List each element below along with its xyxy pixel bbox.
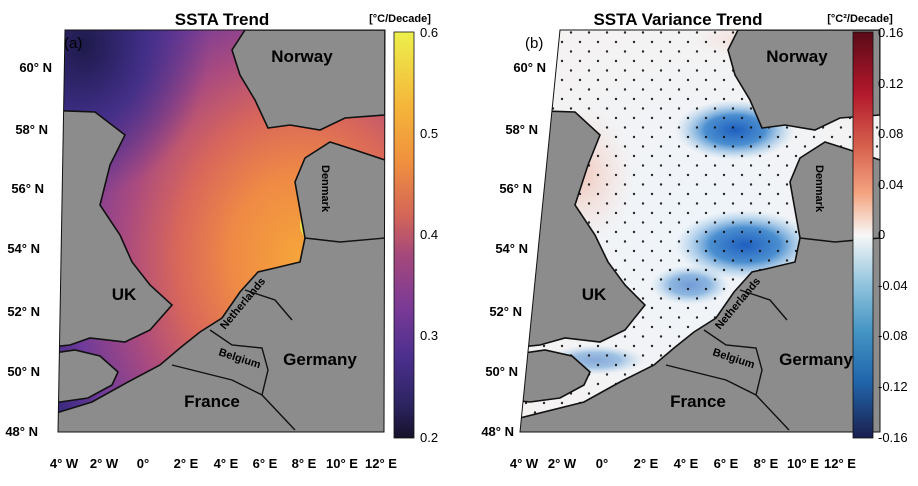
lat-label-60-b: 60° N: [513, 60, 546, 75]
lat-labels-a: 60° N 58° N 56° N 54° N 52° N 50° N 48° …: [5, 60, 52, 439]
colorbar-a-unit: [°C/Decade]: [369, 13, 431, 25]
colorbar-b-tick-0: 0.16: [878, 25, 903, 40]
country-uk-a: UK: [112, 285, 137, 304]
lat-label-56: 56° N: [11, 181, 44, 196]
map-frame-b: [519, 29, 881, 433]
lat-label-54-b: 54° N: [495, 241, 528, 256]
lon-label-4e-b: 4° E: [674, 456, 699, 471]
lat-label-48-b: 48° N: [481, 424, 514, 439]
lon-label-8e: 8° E: [292, 456, 317, 471]
map-b: [520, 30, 880, 432]
colorbar-b-tick-4: 0: [878, 227, 885, 242]
continent-land-b: [520, 141, 880, 432]
lon-label-10e-b: 10° E: [787, 456, 819, 471]
lon-label-4w: 4° W: [50, 456, 79, 471]
panel-a: Norway UK Germany France Belgium Netherl…: [5, 10, 438, 471]
map-frame-a: [57, 29, 386, 433]
lon-label-6e-b: 6° E: [714, 456, 739, 471]
colorbar-b-tick-1: 0.12: [878, 76, 903, 91]
lon-labels-a: 4° W 2° W 0° 2° E 4° E 6° E 8° E 10° E 1…: [50, 456, 397, 471]
lon-label-8e-b: 8° E: [754, 456, 779, 471]
colorbar-a: [°C/Decade] 0.6 0.5 0.4 0.3 0.2: [369, 13, 438, 445]
continent-land-a: [58, 141, 385, 432]
lat-label-60: 60° N: [19, 60, 52, 75]
panel-label-b: (b): [525, 35, 543, 52]
colorbar-b-bar: [852, 31, 874, 439]
colorbar-b-tick-7: -0.12: [878, 379, 908, 394]
norway-land-a: [231, 30, 385, 131]
uk-land-a: [58, 109, 174, 349]
lon-label-2w-b: 2° W: [548, 456, 577, 471]
lon-label-4e: 4° E: [214, 456, 239, 471]
country-france-a: France: [184, 392, 240, 411]
colorbar-a-tick-0: 0.6: [420, 25, 438, 40]
colorbar-a-tick-1: 0.5: [420, 126, 438, 141]
country-france-b: France: [670, 392, 726, 411]
lat-label-56-b: 56° N: [499, 181, 532, 196]
panel-label-a: (a): [64, 35, 82, 52]
lat-label-48: 48° N: [5, 424, 38, 439]
lat-label-52-b: 52° N: [489, 304, 522, 319]
country-germany-a: Germany: [283, 350, 357, 369]
colorbar-b: [°C²/Decade] 0.16 0.12 0.08 0.04 0 -0.04…: [827, 13, 907, 445]
colorbar-b-tick-5: -0.04: [878, 278, 908, 293]
title-a: SSTA Trend: [175, 10, 269, 29]
lat-label-50: 50° N: [7, 364, 40, 379]
lon-label-4w-b: 4° W: [510, 456, 539, 471]
colorbar-a-tick-4: 0.2: [420, 430, 438, 445]
colorbar-a-tick-3: 0.3: [420, 328, 438, 343]
country-uk-b: UK: [582, 285, 607, 304]
title-b: SSTA Variance Trend: [593, 10, 762, 29]
country-norway-b: Norway: [766, 47, 828, 66]
colorbar-b-tick-3: 0.04: [878, 177, 903, 192]
country-germany-b: Germany: [779, 350, 853, 369]
colorbar-b-unit: [°C²/Decade]: [827, 13, 893, 25]
lon-label-2w: 2° W: [90, 456, 119, 471]
lon-label-10e: 10° E: [326, 456, 358, 471]
colorbar-b-tick-6: -0.08: [878, 328, 908, 343]
lat-labels-b: 60° N 58° N 56° N 54° N 52° N 50° N 48° …: [481, 60, 546, 439]
lon-label-12e-b: 12° E: [824, 456, 856, 471]
lon-labels-b: 4° W 2° W 0° 2° E 4° E 6° E 8° E 10° E 1…: [510, 456, 856, 471]
ireland-cornwall-land-b: [520, 349, 591, 403]
lat-label-50-b: 50° N: [485, 364, 518, 379]
lat-label-58: 58° N: [15, 122, 48, 137]
colorbar-b-tick-2: 0.08: [878, 126, 903, 141]
lat-label-54: 54° N: [7, 241, 40, 256]
country-norway-a: Norway: [271, 47, 333, 66]
colorbar-a-tick-2: 0.4: [420, 227, 438, 242]
country-denmark-b: Denmark: [813, 165, 825, 213]
colorbar-b-tick-8: -0.16: [878, 430, 908, 445]
lon-label-12e: 12° E: [365, 456, 397, 471]
map-a: [58, 30, 385, 432]
lon-label-2e: 2° E: [174, 456, 199, 471]
lon-label-0-b: 0°: [596, 456, 608, 471]
norway-land-b: [727, 30, 880, 131]
lon-label-0: 0°: [137, 456, 149, 471]
lat-label-58-b: 58° N: [505, 122, 538, 137]
colorbar-a-bar: [393, 31, 415, 439]
lon-label-2e-b: 2° E: [634, 456, 659, 471]
lon-label-6e: 6° E: [253, 456, 278, 471]
lat-label-52: 52° N: [7, 304, 40, 319]
country-denmark-a: Denmark: [319, 165, 331, 213]
panel-b: Norway UK Germany France Belgium Netherl…: [481, 10, 907, 471]
